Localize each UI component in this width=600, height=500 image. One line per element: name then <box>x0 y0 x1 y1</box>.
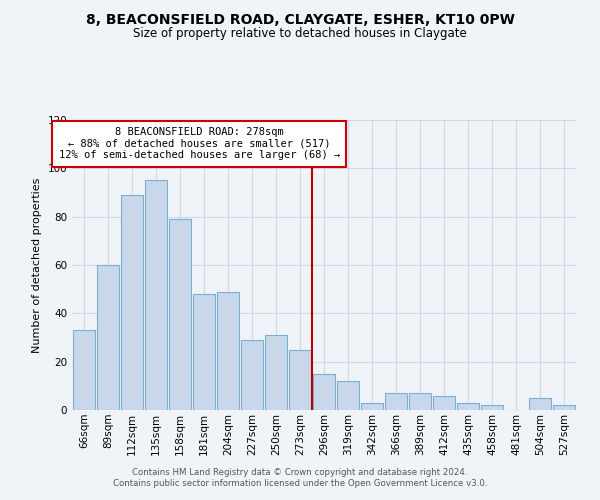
Text: 8 BEACONSFIELD ROAD: 278sqm
← 88% of detached houses are smaller (517)
12% of se: 8 BEACONSFIELD ROAD: 278sqm ← 88% of det… <box>59 127 340 160</box>
Bar <box>481 405 503 410</box>
Bar <box>193 294 215 410</box>
Text: Contains HM Land Registry data © Crown copyright and database right 2024.
Contai: Contains HM Land Registry data © Crown c… <box>113 468 487 487</box>
Bar <box>289 350 311 410</box>
Bar <box>97 265 119 410</box>
Bar <box>337 381 359 410</box>
Bar <box>361 403 383 410</box>
Bar <box>313 374 335 410</box>
Bar <box>241 340 263 410</box>
Bar <box>433 396 455 410</box>
Bar <box>409 393 431 410</box>
Text: Size of property relative to detached houses in Claygate: Size of property relative to detached ho… <box>133 28 467 40</box>
Bar <box>145 180 167 410</box>
Y-axis label: Number of detached properties: Number of detached properties <box>32 178 42 352</box>
Bar <box>553 405 575 410</box>
Bar <box>385 393 407 410</box>
Bar <box>169 219 191 410</box>
Bar <box>265 335 287 410</box>
Bar <box>457 403 479 410</box>
Bar <box>217 292 239 410</box>
Bar <box>73 330 95 410</box>
Bar <box>529 398 551 410</box>
Text: 8, BEACONSFIELD ROAD, CLAYGATE, ESHER, KT10 0PW: 8, BEACONSFIELD ROAD, CLAYGATE, ESHER, K… <box>86 12 514 26</box>
Bar <box>121 195 143 410</box>
